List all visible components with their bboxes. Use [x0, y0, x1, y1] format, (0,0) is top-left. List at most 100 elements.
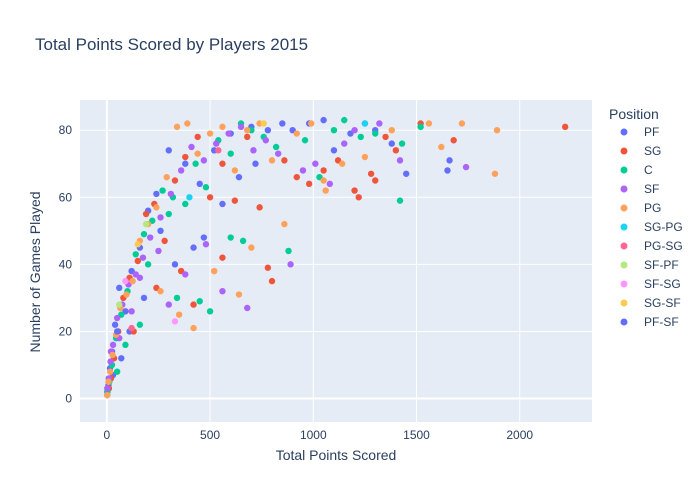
data-point — [396, 157, 404, 164]
data-point — [392, 147, 400, 154]
data-point — [312, 160, 319, 167]
data-point — [285, 247, 292, 255]
data-point — [157, 287, 164, 295]
legend-marker — [620, 299, 628, 307]
data-point — [182, 200, 189, 208]
data-point — [157, 227, 164, 235]
data-point — [252, 160, 259, 167]
data-point — [320, 167, 327, 174]
legend-item-label: C — [644, 163, 653, 177]
data-point — [260, 120, 267, 127]
data-point — [274, 150, 282, 157]
data-point — [202, 184, 210, 191]
data-point — [173, 123, 181, 131]
legend-item-label: SF-SG — [644, 277, 681, 291]
data-point — [132, 251, 139, 258]
x-tick-label: 1000 — [300, 428, 327, 442]
data-point — [111, 321, 119, 328]
data-point — [122, 277, 129, 285]
data-point — [264, 126, 272, 134]
data-point — [256, 204, 263, 211]
data-point — [182, 153, 189, 161]
data-point — [186, 194, 193, 201]
data-point — [113, 328, 121, 335]
data-point — [142, 210, 150, 218]
data-point — [491, 170, 499, 177]
y-tick-labels: 0 20 40 60 80 — [59, 123, 73, 405]
legend-item-label: PF-SF — [644, 315, 679, 329]
legend-title: Position — [609, 106, 659, 122]
data-point — [308, 120, 315, 127]
data-point — [190, 324, 197, 332]
data-point — [171, 261, 179, 268]
data-point — [244, 126, 251, 134]
data-point — [382, 133, 389, 141]
data-point — [206, 194, 214, 201]
data-point — [113, 368, 121, 375]
data-point — [372, 177, 379, 184]
legend-item-label: SF-PF — [644, 258, 679, 272]
data-point — [210, 267, 218, 275]
plot-area — [80, 100, 592, 422]
data-point — [104, 385, 111, 392]
data-point — [146, 234, 154, 241]
data-point — [161, 237, 168, 245]
data-point — [128, 308, 135, 315]
legend-item-label: PG — [644, 201, 661, 215]
data-point — [330, 126, 338, 134]
data-point — [425, 120, 433, 127]
data-point — [301, 137, 309, 144]
legend-marker — [620, 261, 628, 269]
data-point — [299, 167, 307, 174]
data-point — [219, 200, 226, 208]
data-point — [396, 197, 404, 204]
y-tick-label: 20 — [59, 324, 73, 338]
legend-marker — [620, 166, 628, 174]
legend-marker — [620, 185, 628, 193]
data-point — [184, 120, 191, 127]
data-point — [462, 163, 470, 171]
y-tick-label: 80 — [59, 123, 73, 137]
data-point — [122, 341, 129, 349]
data-point — [109, 341, 117, 349]
data-point — [123, 291, 130, 298]
data-point — [227, 150, 234, 157]
data-point — [116, 301, 123, 308]
data-point — [322, 187, 329, 194]
data-point — [326, 180, 334, 188]
x-tick-label: 0 — [103, 428, 110, 442]
data-point — [417, 123, 424, 131]
legend-item-label: PF — [644, 125, 659, 139]
data-point — [351, 187, 358, 194]
data-point — [104, 391, 111, 399]
data-point — [330, 147, 338, 154]
data-point — [219, 287, 226, 295]
data-point — [402, 170, 410, 177]
data-point — [341, 140, 348, 147]
data-point — [159, 187, 166, 194]
data-point — [561, 123, 569, 131]
legend-marker — [620, 223, 628, 231]
data-point — [446, 157, 453, 164]
data-point — [200, 157, 208, 164]
data-point — [244, 304, 251, 312]
data-point — [136, 321, 144, 328]
data-point — [225, 130, 232, 137]
data-point — [398, 140, 406, 147]
data-point — [190, 301, 197, 308]
x-axis-title: Total Points Scored — [276, 447, 397, 463]
data-point — [338, 160, 346, 167]
data-point — [351, 126, 358, 134]
legend-marker — [620, 318, 628, 326]
data-point — [153, 190, 160, 198]
legend: Position PF SG C SF PG SG-PG PG-SG SF-PF SF-SG SG… — [609, 106, 683, 329]
data-point — [235, 291, 243, 298]
y-tick-label: 0 — [65, 392, 72, 406]
data-point — [388, 126, 395, 134]
data-point — [188, 143, 195, 151]
data-point — [320, 116, 327, 124]
data-point — [107, 358, 114, 365]
data-point — [167, 190, 175, 198]
data-point — [109, 351, 116, 359]
